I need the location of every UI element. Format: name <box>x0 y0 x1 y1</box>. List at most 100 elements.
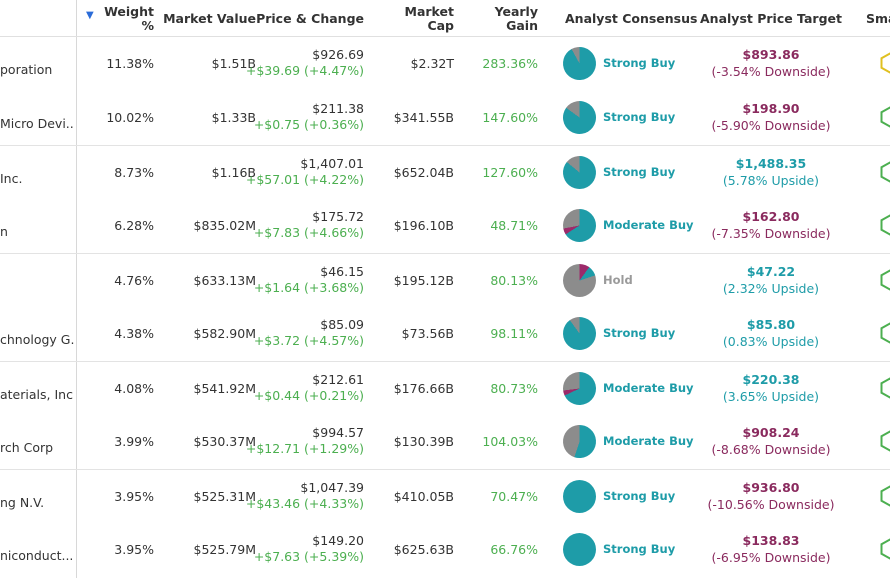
price-target[interactable]: $85.80 (0.83% Upside) <box>700 316 842 350</box>
consensus-pie-icon[interactable] <box>556 94 603 141</box>
consensus-pie-icon[interactable] <box>557 41 602 86</box>
price-target[interactable]: $138.83 (-6.95% Downside) <box>700 532 842 566</box>
smart-score-hexagon-icon[interactable] <box>880 52 890 74</box>
consensus-pie-icon[interactable] <box>556 202 603 249</box>
consensus-pie-icon[interactable] <box>563 480 596 513</box>
price-target[interactable]: $908.24 (-8.68% Downside) <box>700 424 842 458</box>
consensus-pie-icon[interactable] <box>558 420 601 463</box>
price: $994.57 <box>312 425 364 440</box>
smart-score-hexagon-icon[interactable] <box>880 269 890 291</box>
market-value: $541.92M <box>193 381 256 396</box>
table-row[interactable]: Micro Devi... 10.02% $1.33B $211.38 +$0.… <box>0 91 890 145</box>
smart-score-hexagon-icon[interactable] <box>880 430 890 452</box>
consensus-pie-icon[interactable] <box>556 310 603 357</box>
consensus-label[interactable]: Strong Buy <box>603 56 676 70</box>
consensus-label[interactable]: Strong Buy <box>603 489 676 503</box>
sort-descending-icon[interactable]: ▼ <box>86 10 94 21</box>
yearly-gain: 80.13% <box>490 273 538 288</box>
table-row[interactable]: rch Corp 3.99% $530.37M $994.57 +$12.71 … <box>0 415 890 469</box>
price-and-change: $994.57 +$12.71 (+1.29%) <box>246 425 364 457</box>
price-change: +$7.83 (+4.66%) <box>253 225 364 240</box>
price-change: +$12.71 (+1.29%) <box>245 441 364 456</box>
frozen-column-divider <box>76 0 77 578</box>
market-cap: $73.56B <box>401 326 454 341</box>
price-target[interactable]: $198.90 (-5.90% Downside) <box>700 100 842 134</box>
market-value: $582.90M <box>193 326 256 341</box>
consensus-label[interactable]: Strong Buy <box>603 110 676 124</box>
market-value: $1.33B <box>211 110 256 125</box>
table-row[interactable]: aterials, Inc. 4.08% $541.92M $212.61 +$… <box>0 361 890 416</box>
market-value: $525.79M <box>193 542 256 557</box>
smart-score-hexagon-icon[interactable] <box>880 322 890 344</box>
yearly-gain: 98.11% <box>490 326 538 341</box>
holding-name[interactable]: rch Corp <box>0 440 54 455</box>
consensus-label[interactable]: Strong Buy <box>603 326 676 340</box>
table-row[interactable]: 4.76% $633.13M $46.15 +$1.64 (+3.68%) $1… <box>0 253 890 308</box>
consensus-pie-icon[interactable] <box>563 264 596 297</box>
table-row[interactable]: ng N.V. 3.95% $525.31M $1,047.39 +$43.46… <box>0 469 890 524</box>
yearly-gain: 127.60% <box>482 165 538 180</box>
holding-name[interactable]: Micro Devi... <box>0 116 74 131</box>
header-analyst-consensus[interactable]: Analyst Consensus <box>565 11 698 26</box>
holding-name[interactable]: n <box>0 224 8 239</box>
price-target[interactable]: $1,488.35 (5.78% Upside) <box>700 155 842 189</box>
header-yearly-gain[interactable]: Yearly Gain <box>494 4 538 33</box>
price-change: +$0.44 (+0.21%) <box>253 388 364 403</box>
smart-score-hexagon-icon[interactable] <box>880 377 890 399</box>
table-row[interactable]: chnology G... 4.38% $582.90M $85.09 +$3.… <box>0 307 890 361</box>
smart-score-hexagon-icon[interactable] <box>880 214 890 236</box>
target-percent: (-3.54% Downside) <box>711 64 831 79</box>
header-price-change[interactable]: Price & Change <box>256 11 364 26</box>
price-target[interactable]: $893.86 (-3.54% Downside) <box>700 46 842 80</box>
market-value: $633.13M <box>193 273 256 288</box>
target-price: $47.22 <box>746 264 796 279</box>
weight-percent: 4.08% <box>114 381 154 396</box>
header-market-cap[interactable]: Market Cap <box>404 4 454 33</box>
table-row[interactable]: Inc. 8.73% $1.16B $1,407.01 +$57.01 (+4.… <box>0 145 890 200</box>
header-analyst-price-target[interactable]: Analyst Price Target <box>700 11 842 26</box>
target-percent: (0.83% Upside) <box>722 334 820 349</box>
holding-name[interactable]: poration <box>0 62 53 77</box>
smart-score-hexagon-icon[interactable] <box>880 485 890 507</box>
price-target[interactable]: $162.80 (-7.35% Downside) <box>700 208 842 242</box>
price-and-change: $212.61 +$0.44 (+0.21%) <box>254 372 364 404</box>
consensus-label[interactable]: Hold <box>603 273 633 287</box>
yearly-gain: 66.76% <box>490 542 538 557</box>
holding-name[interactable]: Inc. <box>0 171 23 186</box>
header-smart-score[interactable]: Sma <box>866 11 890 26</box>
consensus-label[interactable]: Strong Buy <box>603 542 676 556</box>
consensus-label[interactable]: Moderate Buy <box>603 218 694 232</box>
market-cap: $130.39B <box>393 434 454 449</box>
market-cap: $2.32T <box>410 56 454 71</box>
weight-percent: 10.02% <box>106 110 154 125</box>
consensus-pie-icon[interactable] <box>557 366 602 411</box>
consensus-pie-icon[interactable] <box>556 149 603 196</box>
price: $1,407.01 <box>300 156 364 171</box>
holding-name[interactable]: aterials, Inc. <box>0 387 74 402</box>
consensus-pie-icon[interactable] <box>563 533 596 566</box>
header-market-value[interactable]: Market Value <box>163 11 256 26</box>
holding-name[interactable]: niconduct... <box>0 548 74 563</box>
table-row[interactable]: niconduct... 3.95% $525.79M $149.20 +$7.… <box>0 523 890 577</box>
weight-percent: 4.38% <box>114 326 154 341</box>
weight-percent: 8.73% <box>114 165 154 180</box>
price-target[interactable]: $47.22 (2.32% Upside) <box>700 263 842 297</box>
price-target[interactable]: $220.38 (3.65% Upside) <box>700 371 842 405</box>
smart-score-hexagon-icon[interactable] <box>880 538 890 560</box>
weight-percent: 3.95% <box>114 542 154 557</box>
price-and-change: $211.38 +$0.75 (+0.36%) <box>254 101 364 133</box>
target-price: $1,488.35 <box>735 156 807 171</box>
price: $85.09 <box>320 317 364 332</box>
consensus-label[interactable]: Strong Buy <box>603 165 676 179</box>
holding-name[interactable]: ng N.V. <box>0 495 45 510</box>
table-row[interactable]: n 6.28% $835.02M $175.72 +$7.83 (+4.66%)… <box>0 199 890 253</box>
yearly-gain: 147.60% <box>482 110 538 125</box>
consensus-label[interactable]: Moderate Buy <box>603 434 694 448</box>
holding-name[interactable]: chnology G... <box>0 332 74 347</box>
header-weight[interactable]: Weight % <box>104 4 154 33</box>
table-row[interactable]: poration 11.38% $1.51B $926.69 +$39.69 (… <box>0 37 890 91</box>
smart-score-hexagon-icon[interactable] <box>880 106 890 128</box>
consensus-label[interactable]: Moderate Buy <box>603 381 694 395</box>
smart-score-hexagon-icon[interactable] <box>880 161 890 183</box>
price-target[interactable]: $936.80 (-10.56% Downside) <box>700 479 842 513</box>
